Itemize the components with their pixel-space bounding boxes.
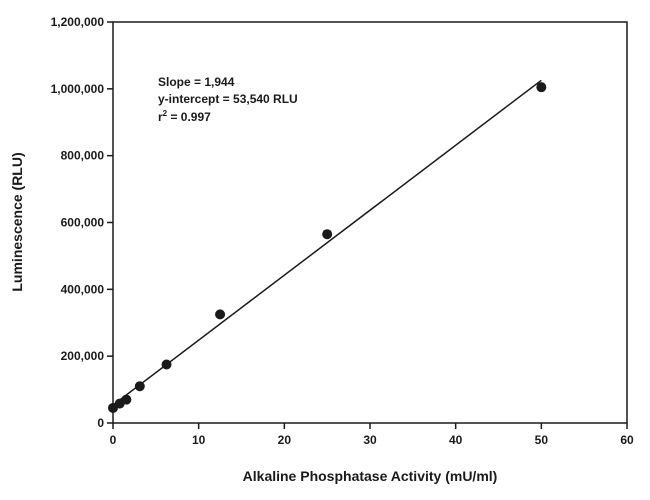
x-tick-label: 50	[535, 433, 549, 447]
y-tick-label: 1,000,000	[51, 82, 105, 96]
x-tick-label: 30	[363, 433, 377, 447]
y-axis-ticks: 0 200,000 400,000 600,000 800,000 1,000,000 1,…	[51, 15, 113, 430]
data-point	[536, 82, 547, 93]
x-axis-ticks: 0 10 20 30 40 50 60	[110, 423, 634, 447]
y-tick-label: 200,000	[61, 349, 105, 363]
annotation-r2-value: = 0.997	[167, 110, 211, 124]
data-point	[161, 359, 172, 370]
regression-line-group	[112, 79, 542, 406]
x-tick-label: 10	[192, 433, 206, 447]
x-axis-title: Alkaline Phosphatase Activity (mU/ml)	[243, 468, 498, 484]
x-tick-label: 0	[110, 433, 117, 447]
annotation-r2: r2 = 0.997	[158, 109, 211, 124]
data-point	[121, 394, 132, 405]
annotation-intercept: y-intercept = 53,540 RLU	[158, 92, 298, 106]
x-tick-label: 20	[278, 433, 292, 447]
regression-line	[112, 79, 542, 406]
annotation-r2-superscript: 2	[163, 109, 168, 118]
x-tick-label: 40	[449, 433, 463, 447]
y-axis-title: Luminescence (RLU)	[9, 152, 25, 291]
y-tick-label: 600,000	[61, 216, 105, 230]
annotation-r2-prefix: r	[158, 110, 163, 124]
data-point	[215, 309, 226, 320]
data-point	[322, 229, 333, 240]
y-tick-label: 0	[97, 416, 104, 430]
annotation-slope: Slope = 1,944	[158, 75, 235, 89]
data-points	[108, 82, 547, 413]
x-tick-label: 60	[620, 433, 634, 447]
y-tick-label: 1,200,000	[51, 15, 105, 29]
y-tick-label: 800,000	[61, 149, 105, 163]
data-point	[134, 381, 145, 392]
y-tick-label: 400,000	[61, 282, 105, 296]
